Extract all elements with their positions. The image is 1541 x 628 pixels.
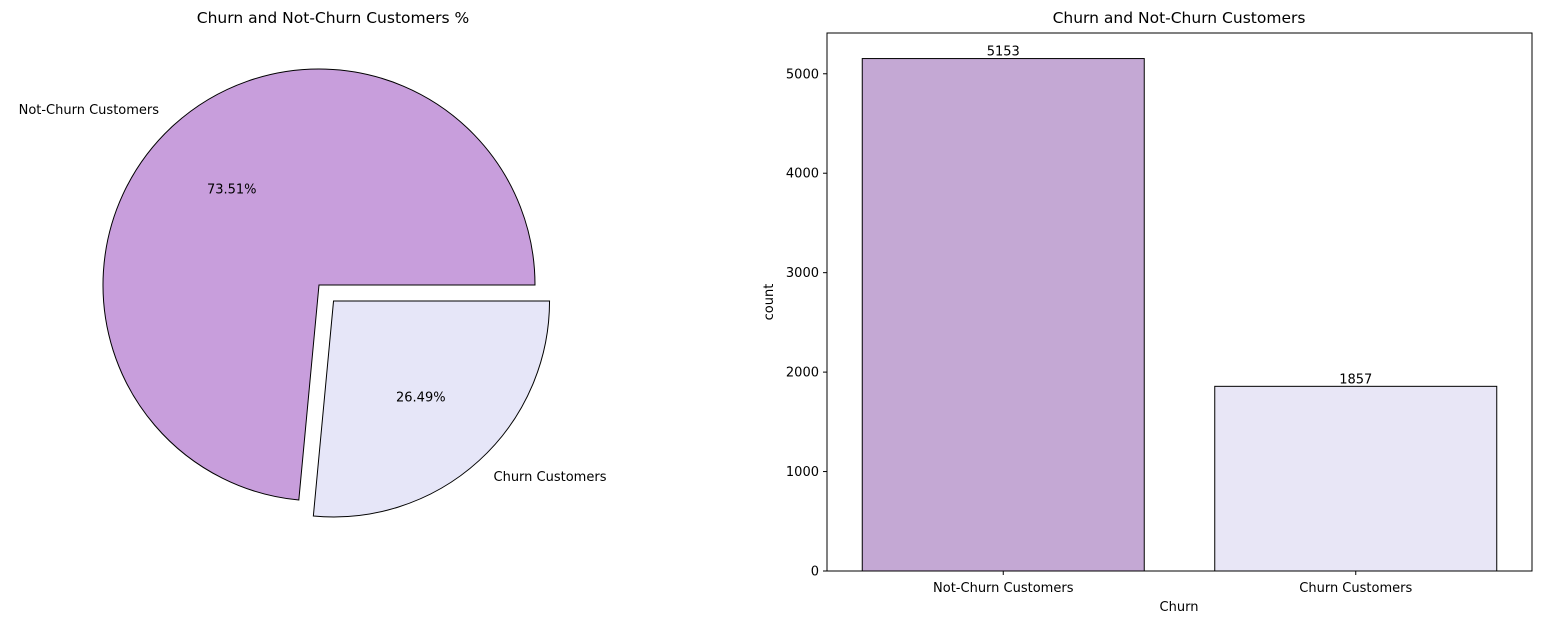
pie-slice-not-churn-customers <box>102 68 536 501</box>
pie-title: Churn and Not-Churn Customers % <box>197 9 470 27</box>
x-tick-label-not-churn-customers: Not-Churn Customers <box>933 581 1074 596</box>
x-axis-label: Churn <box>1160 600 1199 615</box>
y-tick-label: 5000 <box>786 67 819 82</box>
pie-chart: Churn and Not-Churn Customers % 73.51% No… <box>19 9 607 518</box>
bar-value-labels: 5153 1857 <box>987 45 1373 388</box>
bar-not-churn-customers <box>861 58 1145 572</box>
y-tick-label: 4000 <box>786 167 819 182</box>
pie-slice-churn-customers <box>312 300 551 518</box>
bar-value-label-not-churn-customers: 5153 <box>987 45 1020 60</box>
y-tick-label: 3000 <box>786 266 819 281</box>
x-axis-ticks: Not-Churn Customers Churn Customers <box>933 571 1412 596</box>
plot-frame <box>826 32 1533 572</box>
bar-title: Churn and Not-Churn Customers <box>1053 9 1306 27</box>
bar-chart: Churn and Not-Churn Customers 5153 1857 0… <box>762 9 1533 615</box>
y-axis-ticks: 0 1000 2000 3000 4000 5000 <box>786 67 827 580</box>
y-axis-label: count <box>762 284 777 321</box>
y-tick-label: 1000 <box>786 465 819 480</box>
pie-percent-label-not-churn-customers: 73.51% <box>207 183 257 198</box>
y-tick-label: 2000 <box>786 366 819 381</box>
pie-slices <box>102 68 551 518</box>
pie-labels: 73.51% Not-Churn Customers 26.49% Churn Cus… <box>19 103 607 485</box>
pie-percent-label-churn-customers: 26.49% <box>396 390 446 405</box>
bar-value-label-churn-customers: 1857 <box>1339 372 1372 387</box>
x-tick-label-churn-customers: Churn Customers <box>1299 581 1412 596</box>
pie-category-label-churn-customers: Churn Customers <box>494 470 607 485</box>
pie-category-label-not-churn-customers: Not-Churn Customers <box>19 103 160 118</box>
y-tick-label: 0 <box>811 565 819 580</box>
bar-bars <box>861 58 1498 572</box>
bar-churn-customers <box>1214 385 1498 572</box>
